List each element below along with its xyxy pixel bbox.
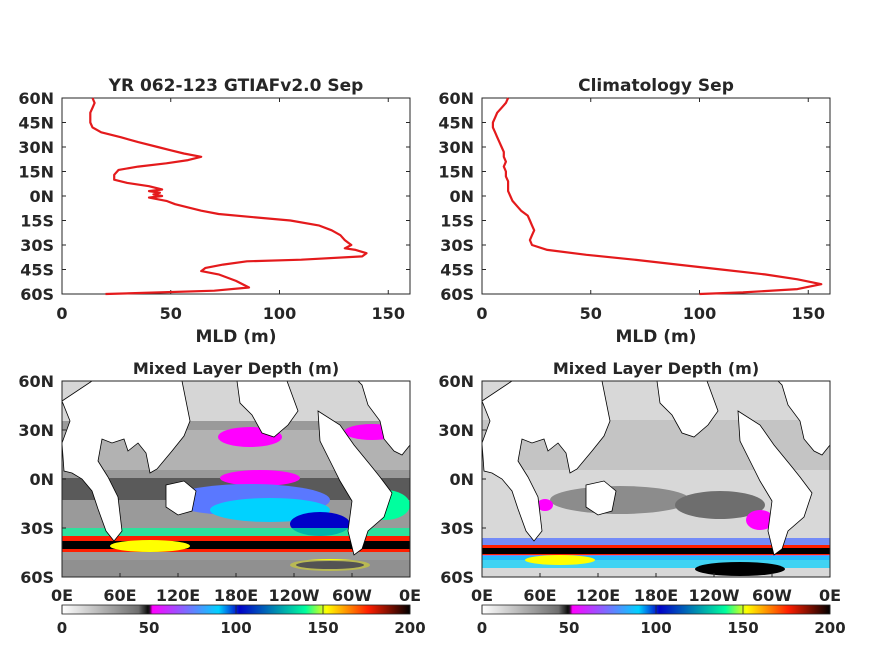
map-x-tick-label: 60W <box>332 586 372 605</box>
map-y-tick-label: 60S <box>20 568 54 587</box>
map-2-x-ticks: 0E 60E 120E 180E 120W 60W 0E <box>471 573 841 605</box>
panel-2-axes <box>481 97 831 295</box>
y-tick-label: 15N <box>18 163 54 182</box>
map-x-tick-label: 0E <box>819 586 841 605</box>
colorbar-tick-label: 50 <box>559 619 580 637</box>
colorbar-tick-label: 200 <box>814 619 845 637</box>
map-2-title: Mixed Layer Depth (m) <box>553 359 759 378</box>
panel-1-title: YR 062-123 GTIAFv2.0 Sep <box>108 76 364 96</box>
y-tick-label: 30S <box>440 236 474 255</box>
map-x-tick-label: 180E <box>214 586 258 605</box>
y-tick-label: 60S <box>20 285 54 304</box>
map-x-tick-label: 120E <box>156 586 200 605</box>
panel-1-mld-line <box>89 97 368 296</box>
map-x-tick-label: 120W <box>268 586 319 605</box>
colorbar-tick-label: 150 <box>727 619 758 637</box>
y-tick-label: 45N <box>18 114 54 133</box>
y-tick-label: 60S <box>440 285 474 304</box>
map-y-tick-label: 60N <box>18 372 54 391</box>
map-1-colorbar-ticks: 0 50 100 150 200 <box>57 605 426 637</box>
map-1-title: Mixed Layer Depth (m) <box>133 359 339 378</box>
map-x-tick-label: 0E <box>399 586 421 605</box>
panel-1-x-ticks: 0 50 100 150 <box>56 98 405 323</box>
map-1-field <box>62 381 410 577</box>
y-tick-label: 60N <box>438 89 474 108</box>
panel-2-title: Climatology Sep <box>578 76 734 96</box>
colorbar-tick-label: 0 <box>477 619 487 637</box>
x-tick-label: 50 <box>580 304 602 323</box>
map-x-tick-label: 60E <box>523 586 556 605</box>
map-x-tick-label: 120E <box>576 586 620 605</box>
x-tick-label: 0 <box>56 304 67 323</box>
colorbar-tick-label: 200 <box>394 619 425 637</box>
y-tick-label: 60N <box>18 89 54 108</box>
x-tick-label: 150 <box>372 304 405 323</box>
map-y-tick-label: 30N <box>18 421 54 440</box>
map-1-x-ticks: 0E 60E 120E 180E 120W 60W 0E <box>51 573 421 605</box>
map-x-tick-label: 0E <box>471 586 493 605</box>
y-tick-label: 0N <box>449 187 474 206</box>
colorbar-tick-label: 100 <box>220 619 251 637</box>
map-y-tick-label: 60N <box>438 372 474 391</box>
colorbar-tick-label: 100 <box>640 619 671 637</box>
y-tick-label: 45N <box>438 114 474 133</box>
map-x-tick-label: 60E <box>103 586 136 605</box>
panel-2-x-ticks: 0 50 100 150 <box>476 98 825 323</box>
colorbar-tick-label: 0 <box>57 619 67 637</box>
x-tick-label: 100 <box>683 304 716 323</box>
colorbar-tick-label: 150 <box>307 619 338 637</box>
map-y-tick-label: 30N <box>438 421 474 440</box>
map-y-tick-label: 60S <box>440 568 474 587</box>
map-2-field <box>482 381 830 577</box>
map-1-y-ticks: 60N 30N 0N 30S 60S <box>18 372 66 587</box>
panel-1-y-ticks: 60N 45N 30N 15N 0N 15S 30S 45S 60S <box>18 89 410 304</box>
map-y-tick-label: 30S <box>440 519 474 538</box>
x-tick-label: 100 <box>263 304 296 323</box>
y-tick-label: 30S <box>20 236 54 255</box>
map-x-tick-label: 120W <box>688 586 739 605</box>
y-tick-label: 30N <box>438 138 474 157</box>
line-panel-2: Climatology Sep 60N45N30N15N0N15S30S45S6… <box>438 76 831 347</box>
map-2-y-ticks: 60N 30N 0N 30S 60S <box>438 372 486 587</box>
x-tick-label: 150 <box>792 304 825 323</box>
x-tick-label: 0 <box>476 304 487 323</box>
y-tick-label: 30N <box>18 138 54 157</box>
map-y-tick-label: 0N <box>449 470 474 489</box>
map-x-tick-label: 60W <box>752 586 792 605</box>
y-tick-label: 15N <box>438 163 474 182</box>
x-tick-label: 50 <box>160 304 182 323</box>
y-tick-label: 15S <box>20 212 54 231</box>
map-x-tick-label: 0E <box>51 586 73 605</box>
panel-2-y-ticks: 60N 45N 30N 15N 0N 15S 30S 45S 60S <box>438 89 830 304</box>
map-y-tick-label: 30S <box>20 519 54 538</box>
y-tick-label: 15S <box>440 212 474 231</box>
map-2-colorbar-ticks: 0 50 100 150 200 <box>477 605 846 637</box>
y-tick-label: 0N <box>29 187 54 206</box>
y-tick-label: 45S <box>440 261 474 280</box>
panel-1-axes <box>61 97 411 295</box>
y-tick-label: 45S <box>20 261 54 280</box>
colorbar-tick-label: 50 <box>139 619 160 637</box>
panel-1-xlabel: MLD (m) <box>195 327 276 347</box>
panel-2-mld-line <box>491 97 823 296</box>
map-y-tick-label: 0N <box>29 470 54 489</box>
panel-2-xlabel: MLD (m) <box>615 327 696 347</box>
map-x-tick-label: 180E <box>634 586 678 605</box>
line-panel-1: YR 062-123 GTIAFv2.0 Sep 60N 45N 30N 15N 0N 1… <box>18 76 411 347</box>
